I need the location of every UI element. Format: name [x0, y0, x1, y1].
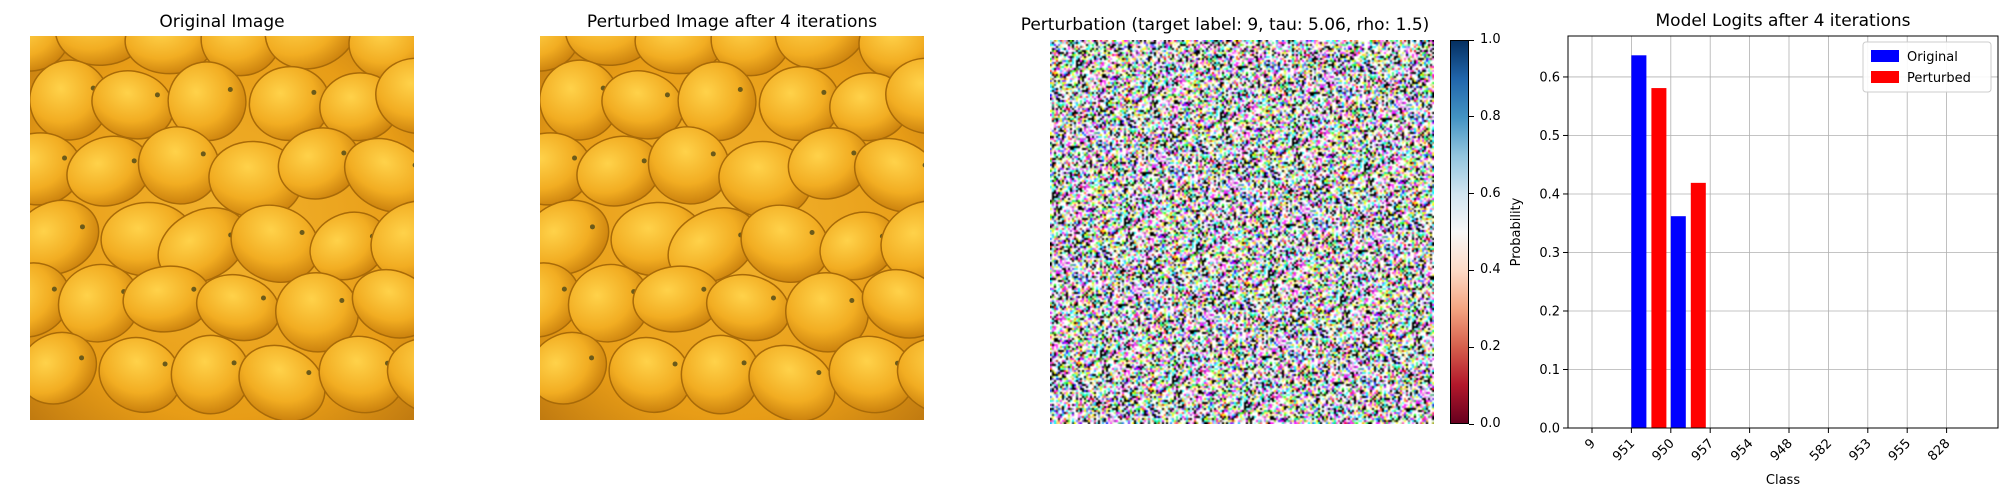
lemon-shape: [748, 344, 836, 420]
lemon-shape: [30, 331, 98, 405]
x-tick-label: 953: [1846, 436, 1874, 464]
legend-swatch-original: [1871, 50, 1899, 62]
colorbar-tick: [1469, 193, 1474, 195]
chart-title: Model Logits after 4 iterations: [1656, 11, 1911, 31]
x-tick-label: 948: [1768, 436, 1796, 464]
colorbar-tick-label: 0.8: [1480, 108, 1501, 124]
lemon-shape: [351, 268, 414, 339]
x-tick-label: 955: [1886, 436, 1914, 464]
colorbar-tick: [1469, 423, 1474, 425]
lemon-shape: [274, 272, 360, 353]
lemon-shape: [30, 36, 70, 72]
bar-original-950: [1670, 216, 1686, 428]
x-axis-label: Class: [1766, 473, 1800, 488]
legend-label-perturbed: Perturbed: [1907, 71, 1971, 86]
lemon-shape: [167, 61, 247, 142]
y-tick-label: 0.1: [1539, 363, 1560, 378]
lemon-shape: [540, 36, 580, 72]
bar-perturbed-950: [1690, 182, 1706, 428]
colorbar-tick-label: 0.4: [1480, 262, 1501, 278]
y-tick-label: 0.5: [1539, 129, 1560, 144]
perturbed-image-title: Perturbed Image after 4 iterations: [586, 12, 878, 32]
x-tick-label: 828: [1925, 436, 1953, 464]
colorbar-tick-label: 1.0: [1480, 32, 1501, 47]
lemon-shape: [264, 36, 359, 70]
lemon-shape: [861, 268, 924, 339]
y-tick-label: 0.3: [1539, 246, 1560, 261]
lemon-shape: [774, 36, 869, 70]
lemon-shape: [375, 57, 414, 135]
lemon-shape: [30, 199, 100, 276]
lemon-shape: [880, 200, 924, 282]
colorbar-tick: [1469, 269, 1474, 271]
lemon-shape: [370, 200, 414, 282]
lemon-shape: [540, 199, 610, 276]
legend-swatch-perturbed: [1871, 71, 1899, 83]
lemon-shape: [784, 272, 870, 353]
x-tick-label: 954: [1728, 436, 1756, 464]
x-tick-label: 9: [1582, 436, 1598, 452]
y-tick-label: 0.0: [1539, 422, 1560, 437]
x-tick-label: 957: [1689, 436, 1717, 464]
colorbar: [1450, 40, 1469, 424]
lemon-pile-image: [30, 36, 414, 420]
lemon-shape: [896, 337, 924, 417]
colorbar-tick-label: 0.0: [1480, 416, 1501, 431]
colorbar-tick: [1469, 346, 1474, 348]
colorbar-tick: [1469, 39, 1474, 41]
lemon-shape: [540, 331, 608, 405]
y-tick-label: 0.6: [1539, 70, 1560, 85]
plot-frame: [1567, 35, 1999, 429]
original-image: [30, 36, 414, 420]
lemon-shape: [677, 61, 757, 142]
lemon-shape: [238, 344, 326, 420]
x-tick-label: 951: [1610, 436, 1638, 464]
lemon-shape: [343, 137, 414, 213]
y-tick-label: 0.4: [1539, 187, 1560, 202]
y-axis-label: Probability: [1509, 197, 1524, 266]
legend-label-original: Original: [1907, 50, 1958, 65]
x-tick-label: 582: [1807, 436, 1835, 464]
lemon-shape: [885, 57, 924, 135]
colorbar-tick: [1469, 116, 1474, 118]
colorbar-tick-label: 0.6: [1480, 185, 1501, 201]
original-image-title: Original Image: [159, 12, 285, 32]
lemon-shape: [853, 137, 924, 213]
lemon-pile-image: [540, 36, 924, 420]
x-tick-label: 950: [1649, 436, 1677, 464]
lemon-shape: [386, 337, 414, 417]
bar-original-951: [1631, 55, 1647, 428]
y-tick-label: 0.2: [1539, 304, 1560, 319]
bar-perturbed-951: [1651, 88, 1667, 428]
colorbar-tick-label: 0.2: [1480, 339, 1501, 355]
perturbation-noise-image: [1050, 40, 1434, 424]
perturbation-title: Perturbation (target label: 9, tau: 5.06…: [1020, 15, 1430, 35]
perturbed-image: [540, 36, 924, 420]
